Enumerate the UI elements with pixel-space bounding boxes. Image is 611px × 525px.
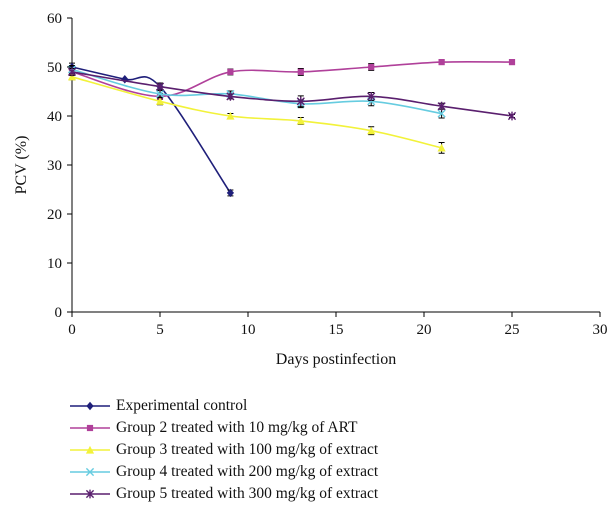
series-layer: [67, 59, 517, 198]
data-point: [368, 63, 375, 71]
legend-label: Group 2 treated with 10 mg/kg of ART: [116, 419, 358, 436]
data-point: [437, 101, 446, 111]
x-axis-title: Days postinfection: [276, 351, 396, 368]
data-point: [67, 72, 77, 81]
legend-item: Group 5 treated with 300 mg/kg of extrac…: [68, 483, 378, 505]
x-tick-label: 15: [329, 322, 344, 338]
x-tick-label: 10: [241, 322, 256, 338]
data-point: [226, 111, 235, 120]
data-point: [367, 126, 376, 135]
legend-swatch: [70, 424, 110, 432]
data-point: [507, 111, 517, 121]
legend-swatch: [70, 445, 110, 454]
pcv-line-chart: 0 10 20 30 40 50 60 0 5 10 15 20 25 30 PCV (%) Days p…: [13, 11, 608, 368]
data-point: [155, 97, 165, 105]
legend-marker: [86, 424, 94, 432]
series-line: [71, 60, 513, 98]
ticks-layer: 0 10 20 30 40 50 60 0 5 10 15 20 25 30: [47, 11, 608, 338]
data-point: [121, 75, 129, 84]
x-tick-label: 0: [68, 322, 76, 338]
legend-label: Group 5 treated with 300 mg/kg of extrac…: [116, 485, 379, 502]
series-line: [71, 68, 442, 115]
legend-swatch: [70, 467, 110, 477]
y-axis-title: PCV (%): [13, 136, 30, 195]
axes: [71, 18, 600, 313]
legend-marker: [86, 401, 94, 411]
data-point: [226, 188, 234, 198]
series-3: [67, 72, 446, 154]
series-line: [71, 66, 232, 194]
y-tick-label: 40: [47, 109, 62, 125]
legend-marker: [85, 489, 95, 499]
legend-label: Experimental control: [116, 397, 248, 414]
data-point: [437, 109, 446, 118]
data-point: [437, 143, 446, 152]
x-tick-label: 5: [156, 322, 164, 338]
y-tick-label: 20: [47, 207, 62, 223]
x-tick-label: 20: [417, 322, 432, 338]
y-tick-label: 0: [55, 305, 63, 321]
legend-item: Experimental control: [68, 395, 378, 417]
data-point: [438, 59, 445, 66]
legend-label: Group 3 treated with 100 mg/kg of extrac…: [116, 441, 379, 458]
data-point: [508, 59, 516, 66]
x-tick-label: 30: [593, 322, 608, 338]
legend-item: Group 2 treated with 10 mg/kg of ART: [68, 417, 378, 439]
data-point: [297, 68, 304, 75]
x-tick-label: 25: [505, 322, 520, 338]
legend-marker: [85, 445, 95, 454]
legend-item: Group 3 treated with 100 mg/kg of extrac…: [68, 439, 378, 461]
series-5: [67, 67, 517, 121]
y-tick-label: 50: [47, 60, 62, 76]
series-line: [71, 76, 442, 149]
y-tick-label: 10: [47, 256, 62, 272]
y-tick-label: 60: [47, 11, 62, 27]
data-point: [227, 68, 234, 75]
legend-swatch: [70, 489, 110, 499]
legend: Experimental control Group 2 treated with…: [68, 395, 378, 505]
data-point: [296, 96, 305, 106]
legend-item: Group 4 treated with 200 mg/kg of extrac…: [68, 461, 378, 483]
data-point: [226, 92, 235, 101]
data-point: [67, 67, 77, 77]
legend-marker: [85, 467, 95, 477]
y-tick-label: 30: [47, 158, 62, 174]
legend-swatch: [70, 401, 110, 411]
data-point: [296, 116, 305, 125]
legend-label: Group 4 treated with 200 mg/kg of extrac…: [116, 463, 379, 480]
data-point: [155, 89, 165, 99]
data-point: [155, 82, 165, 91]
data-point: [367, 92, 376, 101]
